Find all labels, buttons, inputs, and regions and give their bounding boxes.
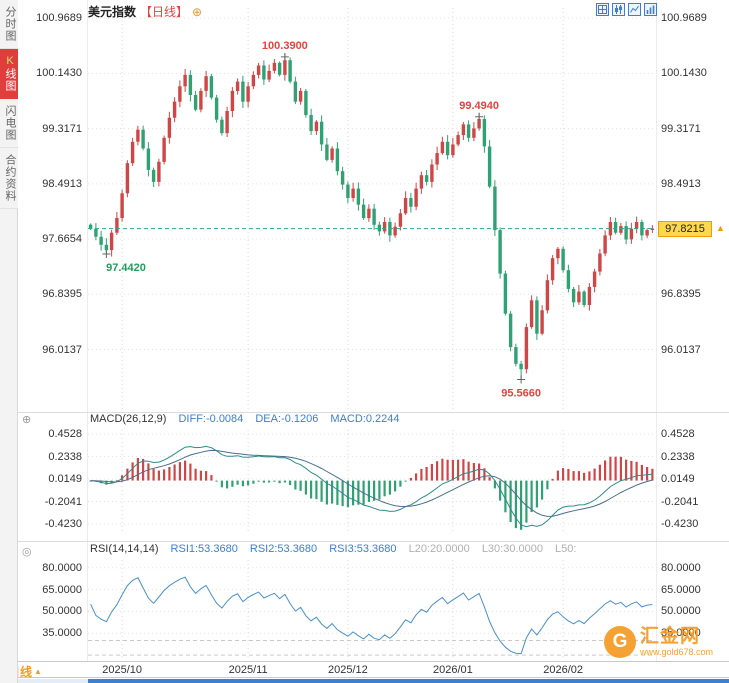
chart-scrollbar-thumb[interactable] <box>88 679 729 683</box>
axis-tick-label: 97.6654 <box>42 233 82 246</box>
axis-tick-label: -0.2041 <box>661 495 699 508</box>
macd-dea-value: DEA:-0.1206 <box>255 413 319 425</box>
x-axis-band <box>0 661 729 678</box>
svg-text:95.5660: 95.5660 <box>501 387 541 399</box>
add-indicator-icon[interactable]: ⊕ <box>192 4 203 19</box>
axis-tick-label: 80.0000 <box>42 561 82 574</box>
layout-grid-icon[interactable] <box>596 3 609 16</box>
panel-separator <box>18 412 729 413</box>
axis-tick-label: 96.0137 <box>661 343 701 356</box>
axis-tick-label: 100.9689 <box>36 12 82 25</box>
symbol-title: 美元指数 <box>88 5 137 19</box>
rsi-l20-value: L20:20.0000 <box>408 543 470 555</box>
axis-tick-label: 98.4913 <box>661 177 701 190</box>
site-url: www.gold678.com <box>640 647 714 657</box>
rsi1-value: RSI1:53.3680 <box>170 543 238 555</box>
macd-macd-value: MACD:0.2244 <box>330 413 400 425</box>
macd-settings-icon[interactable]: ⊕ <box>22 414 32 426</box>
price-chart-canvas[interactable]: 97.4420 100.3900 99.4940 95.5660 <box>88 8 655 412</box>
axis-tick-label: 96.0137 <box>42 343 82 356</box>
interval-dropdown-icon: ▲ <box>34 667 42 676</box>
axis-tick-label: 100.9689 <box>661 12 707 25</box>
rsi-l50-value: L50: <box>555 543 577 555</box>
sidebar-tab-flash-chart[interactable]: 闪电图 <box>0 99 18 148</box>
svg-text:99.4940: 99.4940 <box>459 100 499 112</box>
axis-tick-label: 0.2338 <box>661 450 695 463</box>
svg-text:100.3900: 100.3900 <box>262 40 308 52</box>
rsi-l30-value: L30:30.0000 <box>481 543 543 555</box>
chart-toolbar <box>596 3 657 16</box>
site-logo: G <box>604 626 636 658</box>
axis-tick-label: -0.4230 <box>661 518 699 531</box>
axis-tick-label: -0.2041 <box>44 495 82 508</box>
line-chart-icon[interactable] <box>628 3 641 16</box>
sidebar-tab-contract-info[interactable]: 合约资料 <box>0 148 18 209</box>
site-name: 汇金网 <box>640 626 701 647</box>
axis-tick-label: 98.4913 <box>42 177 82 190</box>
axis-tick-label: -0.4230 <box>44 518 82 531</box>
last-price-badge: 97.8215 <box>658 221 712 237</box>
plot-left-border <box>87 0 88 661</box>
rsi2-value: RSI2:53.3680 <box>249 543 318 555</box>
axis-tick-label: 50.0000 <box>661 605 701 618</box>
axis-tick-label: 0.2338 <box>48 450 82 463</box>
macd-diff-value: DIFF:-0.0084 <box>178 413 244 425</box>
axis-tick-label: 0.0149 <box>661 473 695 486</box>
site-watermark: G 汇金网 www.gold678.com <box>604 626 713 658</box>
rsi-chart-canvas[interactable] <box>88 560 655 658</box>
latest-price-arrow-icon[interactable]: ▲ <box>716 223 725 233</box>
macd-legend: MACD(26,12,9) DIFF:-0.0084 DEA:-0.1206 M… <box>90 413 409 425</box>
candlestick-chart-icon[interactable] <box>612 3 625 16</box>
rsi3-value: RSI3:53.3680 <box>329 543 397 555</box>
rsi-legend: RSI(14,14,14) RSI1:53.3680 RSI2:53.3680 … <box>90 543 585 555</box>
macd-indicator-label: MACD(26,12,9) <box>90 413 167 425</box>
axis-tick-label: 65.0000 <box>42 583 82 596</box>
axis-tick-label: 0.4528 <box>661 428 695 441</box>
axis-tick-label: 65.0000 <box>661 583 701 596</box>
sidebar-tab-time-chart[interactable]: 分时图 <box>0 0 18 49</box>
chart-header: 美元指数 【日线】 ⊕ <box>88 3 202 20</box>
axis-tick-label: 50.0000 <box>42 605 82 618</box>
interval-label[interactable]: 【日线】 <box>140 5 189 19</box>
axis-tick-label: 80.0000 <box>661 561 701 574</box>
rsi-indicator-label: RSI(14,14,14) <box>90 543 159 555</box>
panel-separator <box>18 541 729 542</box>
axis-tick-label: 0.0149 <box>48 473 82 486</box>
bar-chart-icon[interactable] <box>644 3 657 16</box>
axis-tick-label: 100.1430 <box>661 67 707 80</box>
sidebar-tab-kline-chart[interactable]: K线图 <box>0 49 18 99</box>
plot-right-border <box>656 0 657 661</box>
rsi-settings-icon[interactable]: ◎ <box>22 546 32 558</box>
sidebar: 分时图 K线图 闪电图 合约资料 <box>0 0 18 683</box>
axis-tick-label: 96.8395 <box>661 288 701 301</box>
axis-tick-label: 99.3171 <box>42 122 82 135</box>
axis-tick-label: 0.4528 <box>48 428 82 441</box>
axis-tick-label: 35.0000 <box>42 627 82 640</box>
macd-chart-canvas[interactable] <box>88 430 655 534</box>
axis-tick-label: 99.3171 <box>661 122 701 135</box>
axis-tick-label: 96.8395 <box>42 288 82 301</box>
axis-tick-label: 100.1430 <box>36 67 82 80</box>
svg-text:97.4420: 97.4420 <box>106 262 146 274</box>
